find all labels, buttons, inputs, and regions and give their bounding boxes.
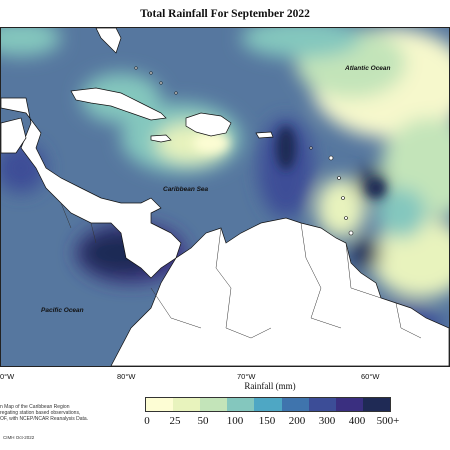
legend-swatch — [227, 398, 255, 411]
jamaica — [150, 134, 172, 143]
legend-tick: 200 — [288, 415, 306, 427]
legend-swatch — [146, 398, 174, 411]
legend-swatch — [335, 398, 363, 411]
longitude-label-80w: 80°W — [117, 372, 136, 381]
country-borders — [60, 202, 422, 339]
cuba — [70, 87, 167, 121]
hispaniola — [185, 112, 232, 137]
legend-swatch — [281, 398, 309, 411]
map-title: Total Rainfall For September 2022 — [140, 8, 310, 20]
legend-tick: 100 — [226, 415, 244, 427]
rainfall-map-svg — [1, 28, 449, 366]
legend-color-bar — [145, 397, 391, 412]
longitude-label-60w: 60°W — [361, 372, 380, 381]
longitude-label-far-west: 0°W — [0, 372, 15, 381]
legend-tick: 500+ — [376, 415, 400, 427]
south-america — [110, 217, 449, 366]
legend-swatch — [200, 398, 228, 411]
map-credit: CIMH Oct-2022 — [3, 435, 35, 440]
legend-swatch — [173, 398, 201, 411]
map-footnote: n Map of the Caribbean Region regating s… — [0, 404, 120, 422]
pacific-ocean-label: Pacific Ocean — [41, 307, 84, 314]
puerto-rico — [255, 131, 274, 139]
caribbean-sea-label: Caribbean Sea — [163, 186, 209, 193]
legend-tick: 25 — [169, 415, 181, 427]
florida — [95, 28, 122, 54]
legend-swatch — [362, 398, 390, 411]
legend-swatch — [308, 398, 336, 411]
legend-tick: 150 — [258, 415, 276, 427]
footnote-line: regating station based observations, — [0, 410, 81, 416]
legend-tick: 0 — [144, 415, 150, 427]
rainfall-map: Atlantic Ocean Caribbean Sea Pacific Oce… — [0, 27, 450, 367]
central-america — [1, 97, 182, 279]
legend-swatch — [254, 398, 282, 411]
legend-tick-labels: 0 25 50 100 150 200 300 400 500+ — [144, 415, 405, 429]
footnote-line: OF, with NCEP/NCAR Reanalysis Data. — [0, 416, 89, 422]
legend-tick: 300 — [318, 415, 336, 427]
footnote-line: n Map of the Caribbean Region — [0, 404, 70, 410]
legend-tick: 400 — [348, 415, 366, 427]
rainfall-core — [193, 126, 386, 198]
legend-tick: 50 — [197, 415, 209, 427]
atlantic-ocean-label: Atlantic Ocean — [345, 65, 391, 72]
legend-title: Rainfall (mm) — [244, 381, 296, 391]
yucatan — [1, 117, 27, 154]
small-islands — [134, 66, 354, 236]
land-masses — [1, 28, 449, 366]
longitude-label-70w: 70°W — [237, 372, 256, 381]
